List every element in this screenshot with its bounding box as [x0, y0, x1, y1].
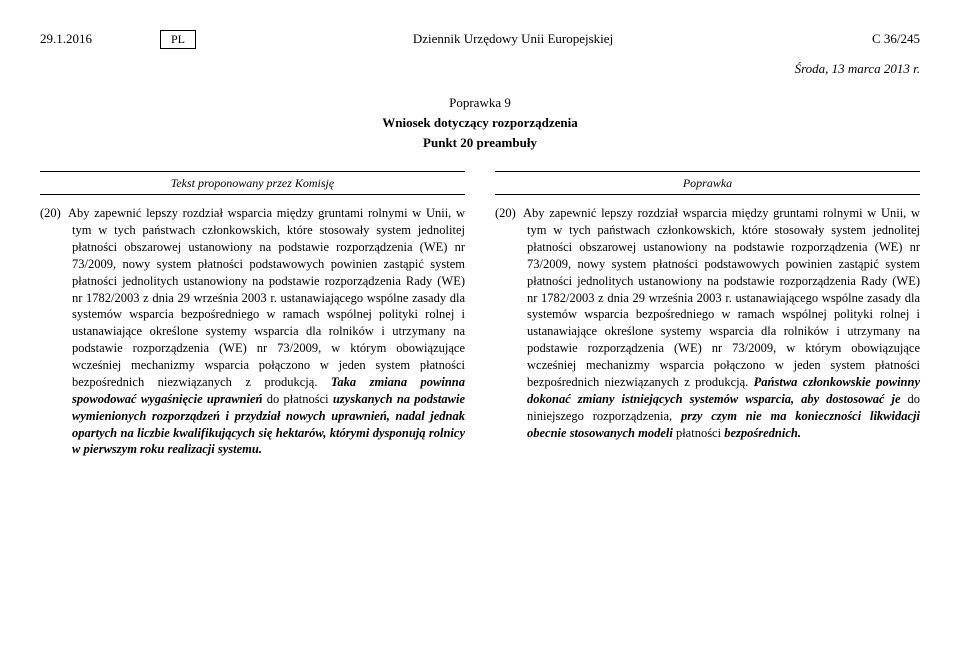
column-commission-text: Tekst proponowany przez Komisję (20)Aby … [40, 171, 465, 458]
recital-number: (20) [495, 205, 523, 222]
amendment-number: Poprawka 9 [40, 95, 920, 111]
column-heading-right: Poprawka [495, 171, 920, 195]
header-journal-title: Dziennik Urzędowy Unii Europejskiej [226, 31, 800, 47]
recital-left: (20)Aby zapewnić lepszy rozdział wsparci… [40, 205, 465, 458]
amendment-point: Punkt 20 preambuły [40, 135, 920, 151]
amendment-heading-block: Poprawka 9 Wniosek dotyczący rozporządze… [40, 95, 920, 151]
recital-right: (20)Aby zapewnić lepszy rozdział wsparci… [495, 205, 920, 441]
page-header: 29.1.2016 PL Dziennik Urzędowy Unii Euro… [40, 30, 920, 49]
recital-number: (20) [40, 205, 68, 222]
comparison-table: Tekst proponowany przez Komisję (20)Aby … [40, 171, 920, 458]
right-text-plain: Aby zapewnić lepszy rozdział wsparcia mi… [523, 206, 920, 389]
left-text-mid1: do płatności [262, 392, 332, 406]
header-page-ref: C 36/245 [800, 31, 920, 47]
right-text-bold3: bezpośrednich. [724, 426, 801, 440]
column-heading-left: Tekst proponowany przez Komisję [40, 171, 465, 195]
right-text-tail: płatności [673, 426, 724, 440]
amendment-scope: Wniosek dotyczący rozporządzenia [40, 115, 920, 131]
header-lang-badge: PL [160, 30, 196, 49]
left-text-plain: Aby zapewnić lepszy rozdział wsparcia mi… [68, 206, 465, 389]
session-date: Środa, 13 marca 2013 r. [40, 61, 920, 77]
column-amendment-text: Poprawka (20)Aby zapewnić lepszy rozdzia… [495, 171, 920, 458]
header-date: 29.1.2016 [40, 31, 160, 47]
